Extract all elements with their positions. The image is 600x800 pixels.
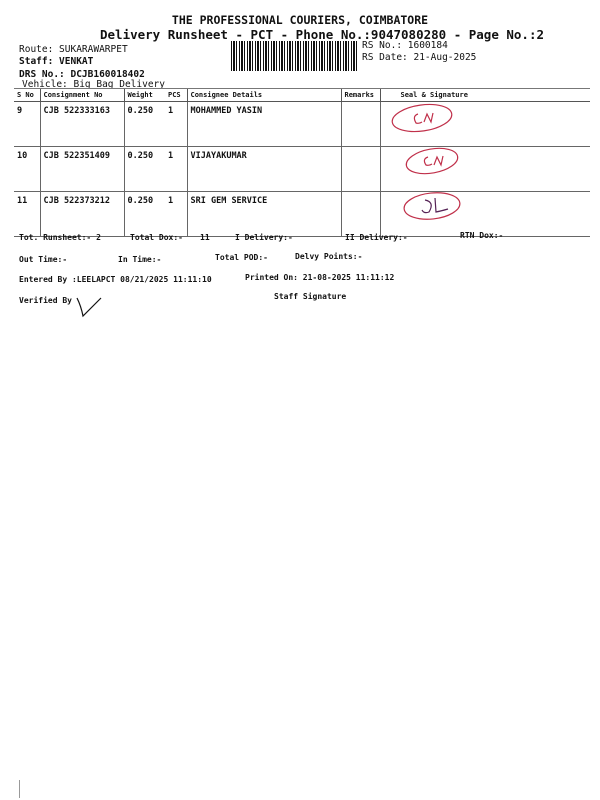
- signature-cn-2-text: [423, 155, 444, 167]
- total-dox-value: 11: [200, 233, 210, 242]
- delvy-points: Delvy Points:-: [295, 252, 363, 261]
- cell-consignee: MOHAMMED YASIN: [186, 101, 341, 147]
- cell-remarks: [340, 101, 380, 147]
- handwritten-signatures: [391, 103, 461, 220]
- in-time: In Time:-: [118, 255, 162, 264]
- signature-dl: [403, 192, 461, 220]
- table-row: 11 CJB 522373212 0.250 1 SRI GEM SERVICE: [14, 191, 590, 237]
- cell-consignment: CJB 522373212: [39, 191, 124, 237]
- signature-cn-1: [391, 103, 453, 133]
- cell-sno: 10: [14, 146, 40, 192]
- cell-consignee: VIJAYAKUMAR: [186, 146, 341, 192]
- staff: Staff: VENKAT: [19, 56, 94, 67]
- rtn-dox: RTN Dox:-: [460, 231, 504, 240]
- cell-consignee: SRI GEM SERVICE: [186, 191, 341, 237]
- verified-by-signature: [76, 297, 102, 318]
- table-row: 9 CJB 522333163 0.250 1 MOHAMMED YASIN: [14, 101, 590, 147]
- col-consignee: Consignee Details: [186, 88, 341, 102]
- company-title: THE PROFESSIONAL COURIERS, COIMBATORE: [171, 13, 429, 27]
- cell-sno: 11: [14, 191, 40, 237]
- printed-on: Printed On: 21-08-2025 11:11:12: [245, 273, 395, 282]
- cell-consignment: CJB 522333163: [39, 101, 124, 147]
- i-delivery: I Delivery:-: [235, 233, 293, 242]
- col-sno: S No: [14, 88, 40, 102]
- cell-pcs: 1: [165, 101, 187, 147]
- col-signature: Seal & Signature: [379, 88, 590, 102]
- cell-weight: 0.250: [123, 146, 165, 192]
- cell-weight: 0.250: [123, 101, 165, 147]
- col-weight: Weight: [123, 88, 165, 102]
- barcode: [231, 41, 358, 71]
- signature-cn-1-text: [413, 112, 434, 124]
- col-consignment: Consignment No: [39, 88, 124, 102]
- rs-no: RS No.: 1600184: [362, 40, 448, 51]
- out-time: Out Time:-: [19, 255, 68, 264]
- table-row: 10 CJB 522351409 0.250 1 VIJAYAKUMAR: [14, 146, 590, 192]
- total-dox: Total Dox:-: [130, 233, 183, 242]
- cell-pcs: 1: [165, 146, 187, 192]
- cell-consignment: CJB 522351409: [39, 146, 124, 192]
- runsheet-subtitle: Delivery Runsheet - PCT - Phone No.:9047…: [100, 27, 545, 42]
- vehicle: Vehicle: Big Bag Delivery: [22, 79, 165, 90]
- staff-signature: Staff Signature: [274, 292, 347, 301]
- signature-dl-text: [421, 197, 449, 214]
- cell-pcs: 1: [165, 191, 187, 237]
- col-pcs: PCS: [165, 88, 187, 102]
- drs-no: DRS No.: DCJB160018402: [19, 69, 145, 80]
- rs-date: RS Date: 21-Aug-2025: [362, 52, 477, 63]
- consignment-table: S No Consignment No Weight PCS Consignee…: [14, 88, 590, 237]
- cell-signature: [379, 191, 590, 237]
- route: Route: SUKARAWARPET: [19, 44, 128, 55]
- tot-runsheet: Tot. Runsheet:- 2: [19, 233, 101, 242]
- col-remarks: Remarks: [340, 88, 380, 102]
- cell-remarks: [340, 146, 380, 192]
- signature-cn-2: [405, 147, 459, 175]
- cell-signature: [379, 101, 590, 147]
- total-pod: Total POD:-: [215, 253, 268, 262]
- scan-mark: [19, 780, 20, 798]
- entered-by: Entered By :LEELAPCT 08/21/2025 11:11:10: [19, 275, 212, 284]
- verified-by: Verified By: [19, 296, 72, 305]
- cell-remarks: [340, 191, 380, 237]
- ii-delivery: II Delivery:-: [345, 233, 408, 242]
- cell-weight: 0.250: [123, 191, 165, 237]
- cell-sno: 9: [14, 101, 40, 147]
